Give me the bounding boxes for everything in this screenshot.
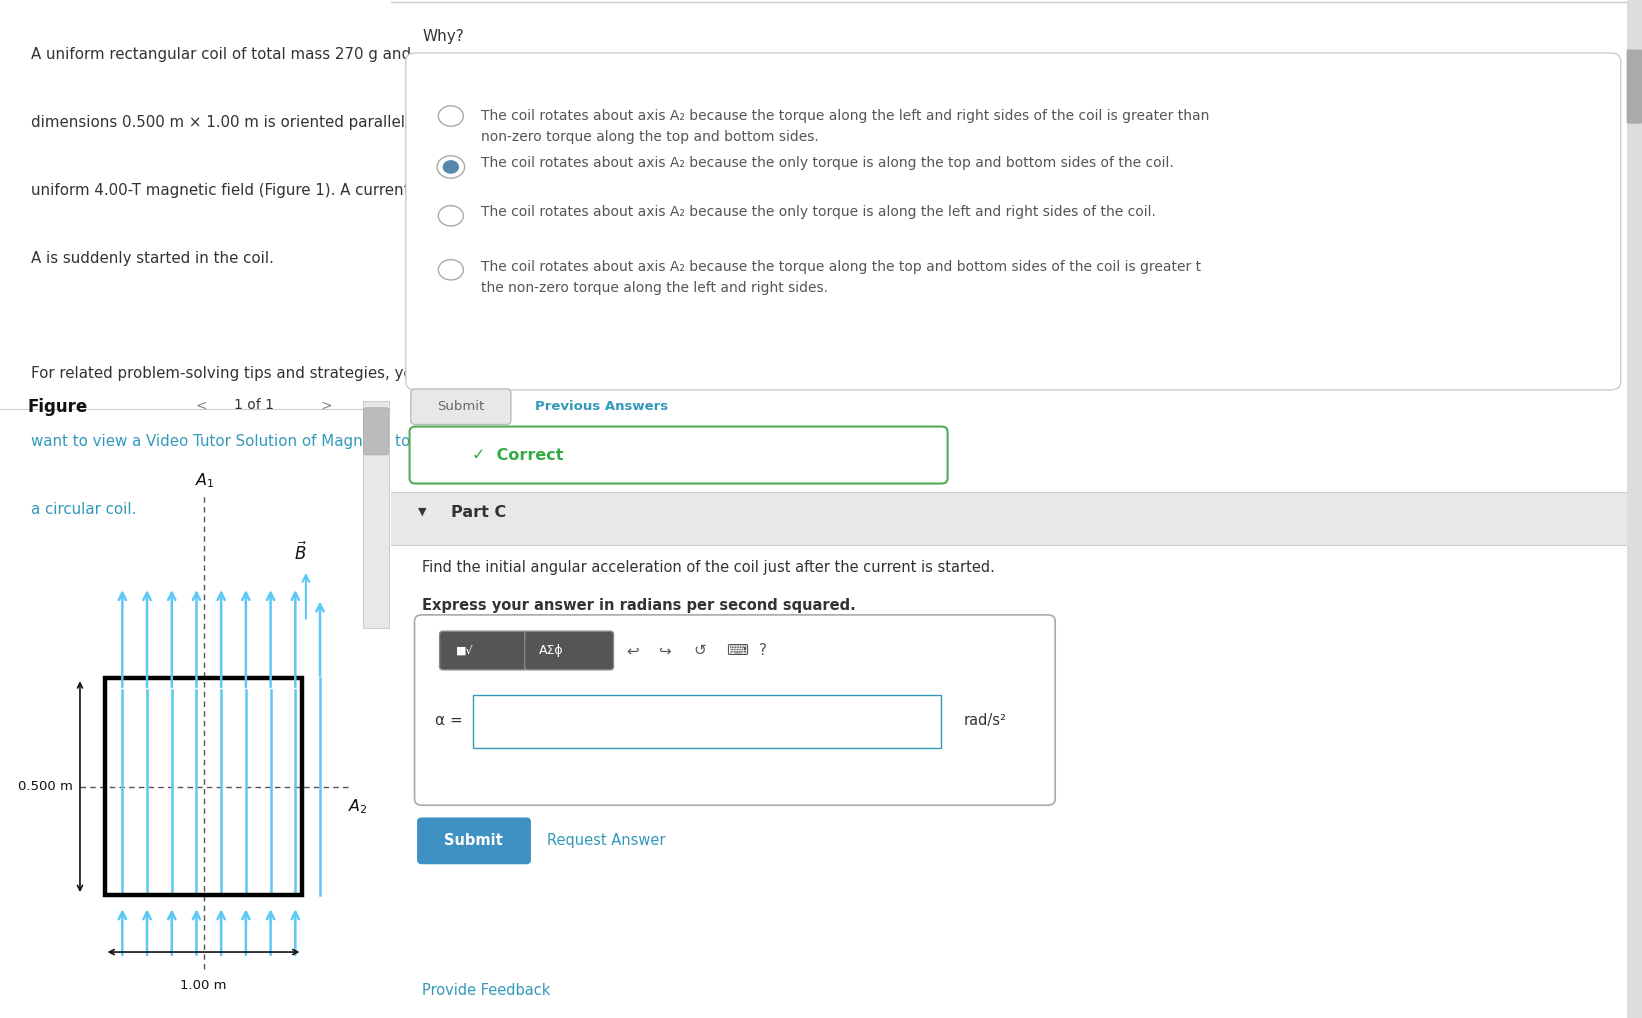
FancyBboxPatch shape <box>1627 50 1642 123</box>
Text: Why?: Why? <box>422 29 463 44</box>
Text: non-zero torque along the top and bottom sides.: non-zero torque along the top and bottom… <box>481 130 819 145</box>
FancyBboxPatch shape <box>391 492 1642 545</box>
FancyBboxPatch shape <box>409 427 947 484</box>
Text: The coil rotates about axis A₂ because the only torque is along the left and rig: The coil rotates about axis A₂ because t… <box>481 205 1156 219</box>
Text: a circular coil.: a circular coil. <box>31 502 136 517</box>
Text: 1.00 m: 1.00 m <box>181 979 227 992</box>
FancyBboxPatch shape <box>410 389 511 425</box>
FancyBboxPatch shape <box>440 631 529 670</box>
Text: ⌨: ⌨ <box>726 643 749 658</box>
Text: $A_1$: $A_1$ <box>195 471 215 491</box>
Text: ?: ? <box>759 643 767 658</box>
Text: α =: α = <box>435 714 463 728</box>
Text: Part C: Part C <box>452 505 506 519</box>
FancyBboxPatch shape <box>417 817 530 864</box>
Text: ↪: ↪ <box>658 643 672 658</box>
Text: uniform 4.00-T magnetic field (Figure 1). A current of 2.30: uniform 4.00-T magnetic field (Figure 1)… <box>31 183 468 197</box>
Text: ✓  Correct: ✓ Correct <box>473 448 563 462</box>
FancyBboxPatch shape <box>1627 0 1642 1018</box>
Text: The coil rotates about axis A₂ because the torque along the top and bottom sides: The coil rotates about axis A₂ because t… <box>481 260 1200 274</box>
FancyBboxPatch shape <box>406 53 1621 390</box>
Text: 0.500 m: 0.500 m <box>18 780 72 793</box>
Text: the non-zero torque along the left and right sides.: the non-zero torque along the left and r… <box>481 281 828 295</box>
Text: Provide Feedback: Provide Feedback <box>422 982 550 998</box>
Text: Request Answer: Request Answer <box>547 834 665 848</box>
Text: ↩: ↩ <box>626 643 639 658</box>
Text: AΣϕ: AΣϕ <box>539 644 563 657</box>
Text: Previous Answers: Previous Answers <box>535 400 668 413</box>
Text: Express your answer in radians per second squared.: Express your answer in radians per secon… <box>422 598 855 613</box>
FancyBboxPatch shape <box>363 401 389 628</box>
FancyBboxPatch shape <box>525 631 614 670</box>
Text: ↺: ↺ <box>693 643 706 658</box>
FancyBboxPatch shape <box>473 695 941 748</box>
Text: $\vec{B}$: $\vec{B}$ <box>294 542 307 564</box>
FancyBboxPatch shape <box>363 408 389 455</box>
Text: The coil rotates about axis A₂ because the torque along the left and right sides: The coil rotates about axis A₂ because t… <box>481 109 1209 123</box>
Text: want to view a Video Tutor Solution of Magnetic torque on: want to view a Video Tutor Solution of M… <box>31 434 468 449</box>
Text: ▼: ▼ <box>419 507 427 517</box>
Text: The coil rotates about axis A₂ because the only torque is along the top and bott: The coil rotates about axis A₂ because t… <box>481 156 1174 170</box>
Text: ■√: ■√ <box>456 645 473 656</box>
Text: For related problem-solving tips and strategies, you may: For related problem-solving tips and str… <box>31 365 460 381</box>
Text: Figure: Figure <box>28 398 87 416</box>
Text: $A_2$: $A_2$ <box>348 797 368 816</box>
Text: <: < <box>195 398 207 412</box>
Text: A uniform rectangular coil of total mass 270 g and: A uniform rectangular coil of total mass… <box>31 47 412 62</box>
Text: Submit: Submit <box>437 400 484 413</box>
Circle shape <box>443 161 458 173</box>
Bar <box>105 678 302 895</box>
Text: Find the initial angular acceleration of the coil just after the current is star: Find the initial angular acceleration of… <box>422 560 995 575</box>
Text: rad/s²: rad/s² <box>964 714 1007 728</box>
Text: A is suddenly started in the coil.: A is suddenly started in the coil. <box>31 250 274 266</box>
Text: >: > <box>320 398 332 412</box>
Text: Submit: Submit <box>443 834 502 848</box>
FancyBboxPatch shape <box>414 615 1056 805</box>
Text: 1 of 1: 1 of 1 <box>235 398 274 412</box>
Text: dimensions 0.500 m × 1.00 m is oriented parallel to a: dimensions 0.500 m × 1.00 m is oriented … <box>31 115 438 129</box>
